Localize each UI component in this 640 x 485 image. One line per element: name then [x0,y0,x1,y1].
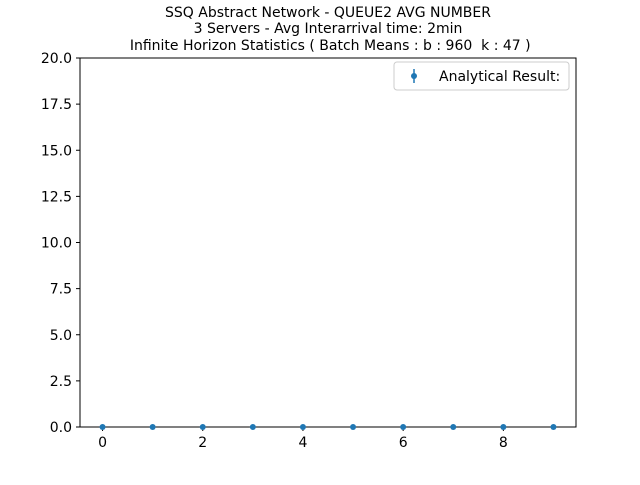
x-tick-label: 8 [499,435,508,451]
y-tick-label: 17.5 [41,97,72,113]
data-point [350,424,357,430]
data-point [149,424,156,430]
x-tick-label: 4 [298,435,307,451]
y-tick-label: 20.0 [41,51,72,67]
plot-area: 0 2 4 6 8 0.0 2.5 5.0 7.5 10.0 12.5 15.0 17.5 20.0 [41,51,577,451]
y-tick-label: 12.5 [41,189,72,205]
legend-frame [393,61,570,91]
chart-title-line-2: 3 Servers - Avg Interarrival time: 2min [194,21,463,37]
y-tick-label: 7.5 [50,282,72,298]
chart-title: SSQ Abstract Network - QUEUE2 AVG NUMBER… [125,5,530,54]
legend-series-marker [411,73,417,79]
legend: Analytical Result: [393,61,570,91]
chart-title-line-3: Infinite Horizon Statistics ( Batch Mean… [125,38,530,54]
y-tick-label: 10.0 [41,236,72,252]
y-tick-label: 5.0 [50,328,72,344]
y-tick-label: 15.0 [41,143,72,159]
x-tick-label: 0 [98,435,107,451]
data-marks [99,424,557,430]
data-point [199,424,206,430]
x-tick-label: 6 [399,435,408,451]
data-point [249,424,256,430]
data-point [400,424,407,430]
data-point [450,424,457,430]
data-point [550,424,557,430]
data-point [299,424,306,430]
chart-title-line-1: SSQ Abstract Network - QUEUE2 AVG NUMBER [165,5,491,21]
y-tick-label: 2.5 [50,374,72,390]
y-tick-label: 0.0 [50,420,72,436]
x-tick-label: 2 [198,435,207,451]
legend-series-label: Analytical Result: [439,69,560,85]
data-point [99,424,106,430]
data-point [500,424,507,430]
